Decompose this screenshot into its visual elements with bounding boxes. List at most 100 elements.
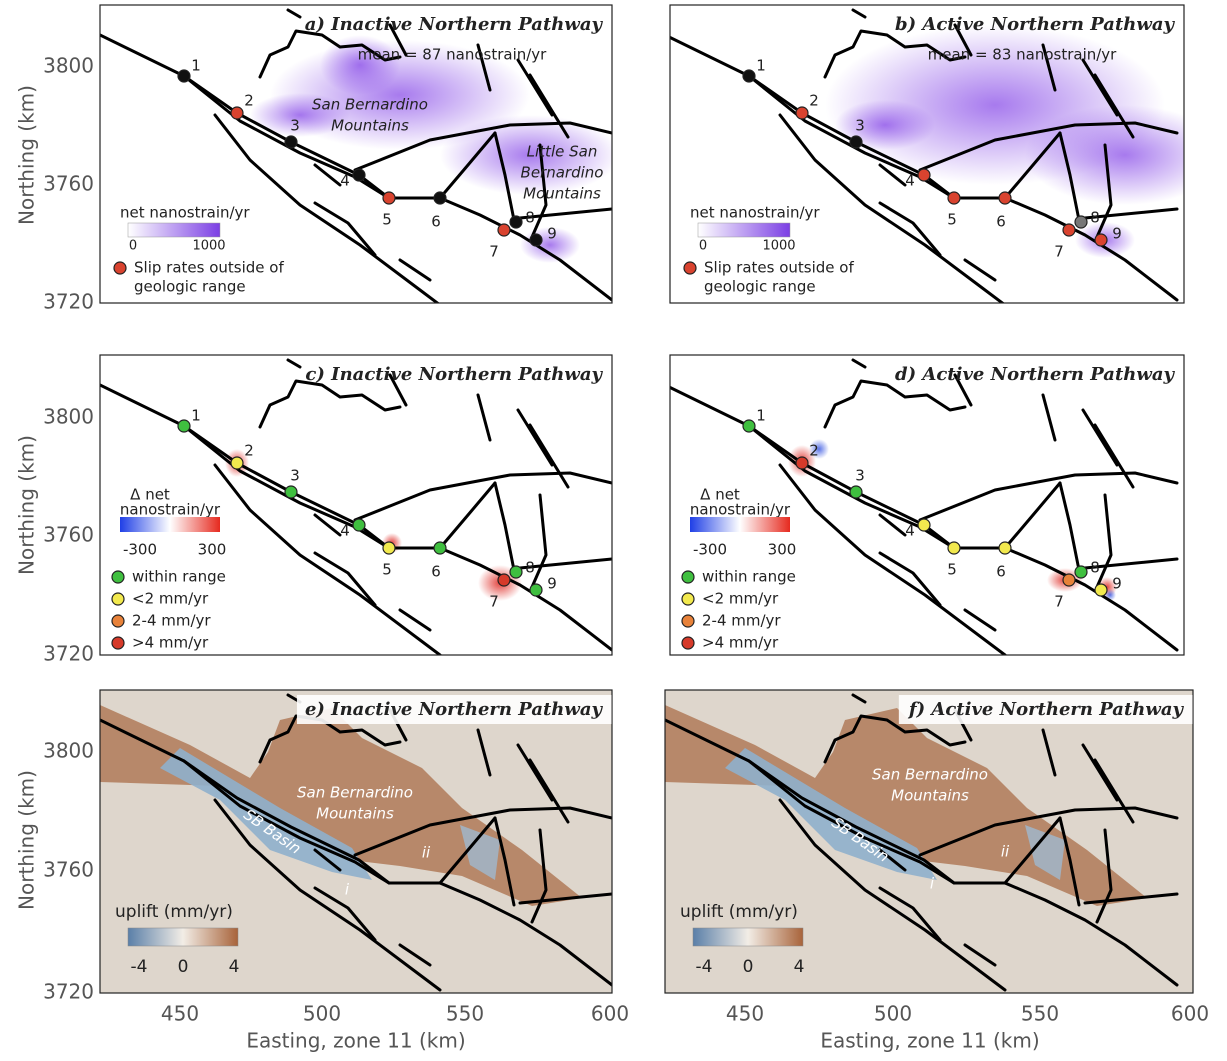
site-marker — [285, 136, 297, 148]
site-label: 6 — [431, 563, 441, 581]
site-marker — [948, 542, 960, 554]
figure: Northing (km)380037603720Northing (km)38… — [0, 0, 1227, 1057]
site-label: 9 — [547, 225, 557, 243]
region-label: San Bernardino — [872, 766, 988, 784]
map — [665, 690, 1205, 1000]
site-marker — [498, 574, 510, 586]
site-marker — [353, 169, 365, 181]
legend-label: >4 mm/yr — [132, 634, 209, 652]
site-marker — [510, 216, 522, 228]
site-marker — [231, 457, 243, 469]
panel-title: c) Inactive Northern Pathway — [305, 364, 603, 385]
site-marker — [530, 234, 542, 246]
site-marker — [383, 192, 395, 204]
y-axis-label: Northing (km) — [15, 85, 39, 225]
colorbar — [698, 223, 790, 237]
panel-title: a) Inactive Northern Pathway — [305, 14, 604, 35]
field-shading — [1025, 105, 1225, 205]
colorbar-label: net nanostrain/yr — [120, 204, 250, 222]
site-marker — [1063, 574, 1075, 586]
legend-marker — [114, 262, 126, 274]
colorbar — [128, 223, 220, 237]
colorbar — [128, 928, 238, 946]
x-axis-label: Easting, zone 11 (km) — [820, 1029, 1039, 1053]
site-label: 6 — [996, 213, 1006, 231]
site-marker — [1063, 224, 1075, 236]
site-marker — [796, 107, 808, 119]
site-marker — [178, 420, 190, 432]
x-tick-label: 500 — [303, 1002, 341, 1026]
panel: 123456789b) Active Northern Pathwaymean … — [665, 5, 1225, 305]
site-marker — [434, 192, 446, 204]
legend-marker — [112, 637, 124, 649]
site-label: 5 — [382, 561, 392, 579]
site-marker — [1075, 216, 1087, 228]
legend-marker — [682, 637, 694, 649]
colorbar-tick: 4 — [794, 957, 805, 977]
x-tick-label: 600 — [591, 1002, 629, 1026]
x-tick-label: 550 — [1021, 1002, 1059, 1026]
legend-label: <2 mm/yr — [702, 590, 779, 608]
site-label: 7 — [489, 243, 499, 261]
site-label: 7 — [1054, 593, 1064, 611]
site-marker — [999, 542, 1011, 554]
legend-marker — [112, 615, 124, 627]
colorbar-tick: 1000 — [762, 239, 795, 254]
site-marker — [530, 584, 542, 596]
x-axis-label: Easting, zone 11 (km) — [246, 1029, 465, 1053]
colorbar-label: nanostrain/yr — [120, 501, 221, 519]
site-marker — [510, 566, 522, 578]
site-label: 8 — [525, 209, 535, 227]
panel: 123456789c) Inactive Northern PathwayΔ n… — [100, 355, 612, 655]
legend-label: geologic range — [704, 278, 816, 296]
colorbar-label: uplift (mm/yr) — [680, 902, 798, 922]
site-label: 2 — [244, 92, 254, 110]
colorbar — [693, 928, 803, 946]
colorbar-tick: -4 — [131, 957, 148, 977]
y-tick-label: 3760 — [43, 523, 94, 547]
legend-marker — [684, 262, 696, 274]
panel: e) Inactive Northern Pathway San Bernardi… — [100, 690, 640, 1000]
site-marker — [850, 486, 862, 498]
site-label: 4 — [905, 172, 915, 190]
site-label: 4 — [905, 522, 915, 540]
site-label: 9 — [1112, 225, 1122, 243]
panel-note: mean = 83 nanostrain/yr — [928, 46, 1118, 64]
site-label: 7 — [1054, 243, 1064, 261]
panel-title: f) Active Northern Pathway — [907, 699, 1185, 720]
colorbar — [120, 517, 220, 532]
y-tick-label: 3720 — [43, 980, 94, 1004]
site-marker — [743, 70, 755, 82]
site-marker — [743, 420, 755, 432]
colorbar-tick: 0 — [699, 239, 707, 254]
legend-marker — [682, 615, 694, 627]
legend-label: >4 mm/yr — [702, 634, 779, 652]
map — [100, 690, 640, 1000]
site-label: 4 — [340, 172, 350, 190]
region-label: San Bernardino — [297, 784, 413, 802]
site-label: 1 — [191, 57, 201, 75]
site-marker — [1075, 566, 1087, 578]
colorbar-tick: 0 — [178, 957, 189, 977]
y-tick-label: 3760 — [43, 172, 94, 196]
site-label: 5 — [947, 561, 957, 579]
panel-title: e) Inactive Northern Pathway — [305, 699, 604, 720]
panel-title: b) Active Northern Pathway — [895, 14, 1176, 35]
site-marker — [999, 192, 1011, 204]
site-label: 3 — [855, 117, 865, 135]
legend-label: within range — [702, 568, 796, 586]
x-tick-label: 550 — [446, 1002, 484, 1026]
site-marker — [353, 519, 365, 531]
region-label: Little San — [527, 143, 598, 161]
site-label: 8 — [1090, 209, 1100, 227]
x-tick-label: 450 — [726, 1002, 764, 1026]
site-marker — [178, 70, 190, 82]
site-label: 1 — [756, 57, 766, 75]
colorbar-label: uplift (mm/yr) — [115, 902, 233, 922]
site-marker — [918, 169, 930, 181]
colorbar-tick: 0 — [129, 239, 137, 254]
region-label: Mountains — [316, 805, 394, 823]
site-label: 8 — [1090, 559, 1100, 577]
site-label: 2 — [809, 92, 819, 110]
